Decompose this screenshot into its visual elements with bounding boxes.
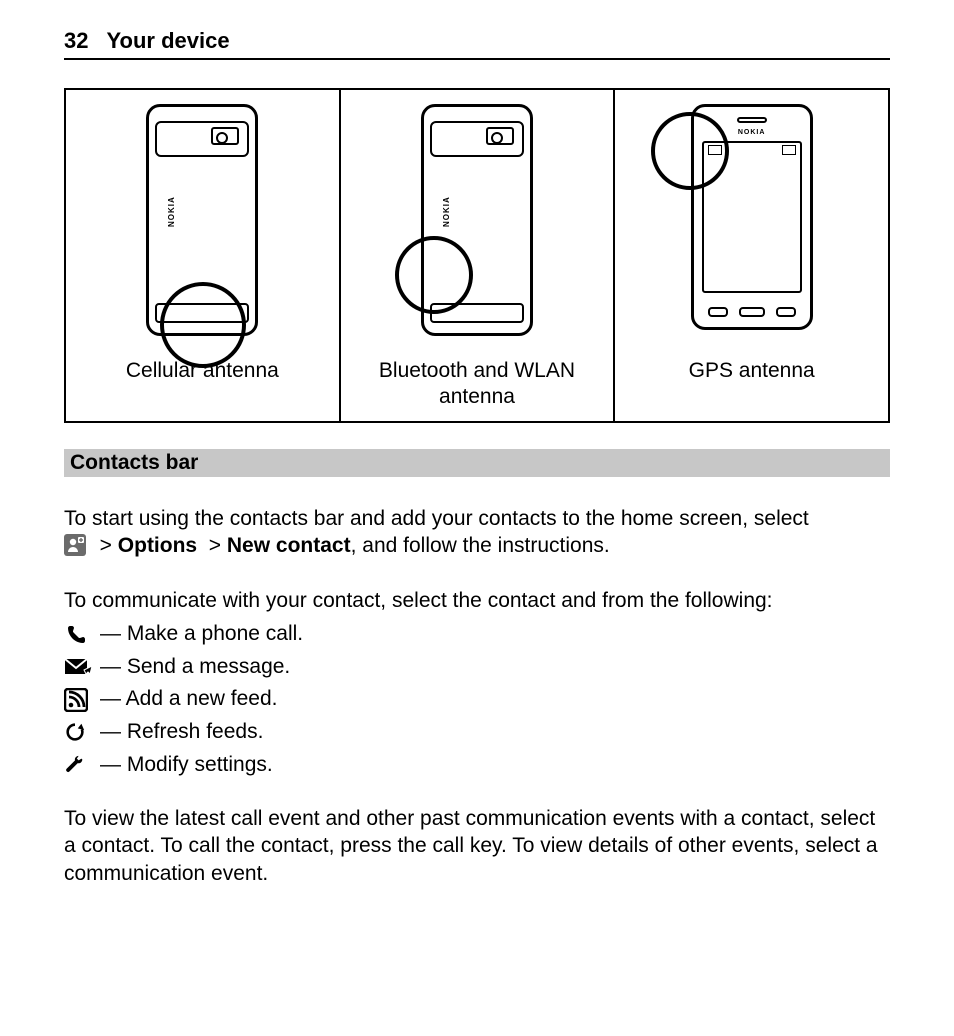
- options-label: Options: [118, 534, 197, 557]
- cell-cellular: NOKIA Cellular antenna: [65, 89, 340, 422]
- phone-icon: [64, 623, 94, 647]
- phone-back-cellular: NOKIA: [72, 104, 333, 352]
- label-btwlan: Bluetooth and WLAN antenna: [347, 358, 608, 411]
- highlight-circle-gps: [651, 112, 729, 190]
- phone-front-gps: NOKIA: [621, 104, 882, 352]
- label-gps: GPS antenna: [621, 358, 882, 384]
- intro-line1: To start using the contacts bar and add …: [64, 507, 809, 530]
- cell-gps: NOKIA GPS antenna: [614, 89, 889, 422]
- action-feed: — Add a new feed.: [64, 683, 890, 716]
- cell-btwlan: NOKIA Bluetooth and WLAN antenna: [340, 89, 615, 422]
- gt1: >: [100, 534, 112, 557]
- section-heading: Contacts bar: [64, 449, 890, 477]
- highlight-circle-cellular: [160, 282, 246, 368]
- action-feed-text: — Add a new feed.: [100, 683, 277, 716]
- action-message-text: — Send a message.: [100, 651, 290, 684]
- page-title: Your device: [106, 28, 229, 53]
- page-header: 32 Your device: [64, 28, 890, 60]
- action-call-text: — Make a phone call.: [100, 618, 303, 651]
- antenna-table: NOKIA Cellular antenna NOKIA: [64, 88, 890, 423]
- action-refresh: — Refresh feeds.: [64, 716, 890, 749]
- action-refresh-text: — Refresh feeds.: [100, 716, 263, 749]
- highlight-circle-btwlan: [395, 236, 473, 314]
- intro-paragraph: To start using the contacts bar and add …: [64, 505, 890, 560]
- intro-tail: , and follow the instructions.: [351, 534, 610, 557]
- brand-label: NOKIA: [442, 196, 451, 227]
- view-events-paragraph: To view the latest call event and other …: [64, 805, 890, 887]
- page-number: 32: [64, 28, 88, 53]
- action-settings-text: — Modify settings.: [100, 749, 273, 782]
- new-contact-label: New contact: [227, 534, 351, 557]
- action-settings: — Modify settings.: [64, 749, 890, 782]
- action-call: — Make a phone call.: [64, 618, 890, 651]
- phone-back-btwlan: NOKIA: [347, 104, 608, 352]
- gt2: >: [209, 534, 221, 557]
- communicate-intro: To communicate with your contact, select…: [64, 587, 890, 614]
- message-icon: [64, 655, 94, 679]
- action-message: — Send a message.: [64, 651, 890, 684]
- brand-label: NOKIA: [738, 129, 766, 136]
- page: 32 Your device NOKIA Cellular antenna: [0, 0, 954, 927]
- action-list: — Make a phone call. — Send a message.: [64, 618, 890, 781]
- refresh-icon: [64, 720, 94, 744]
- contacts-app-icon: [64, 534, 86, 556]
- wrench-icon: [64, 753, 94, 777]
- feed-icon: [64, 688, 94, 712]
- brand-label: NOKIA: [167, 196, 176, 227]
